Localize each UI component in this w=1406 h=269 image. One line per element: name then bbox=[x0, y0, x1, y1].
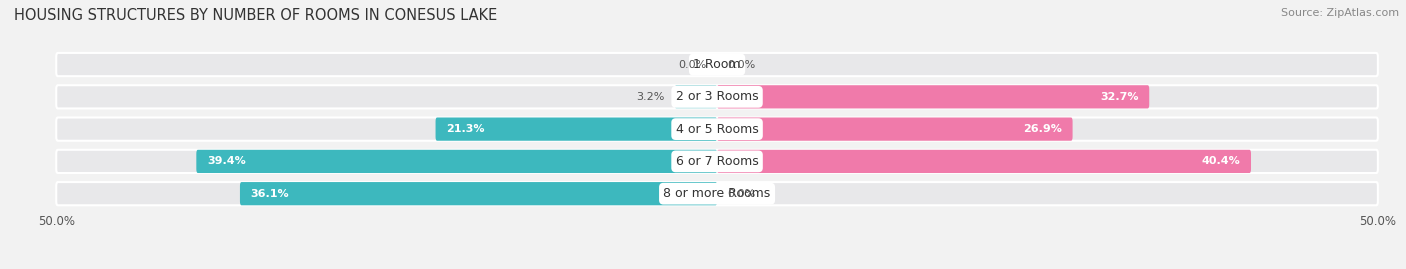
FancyBboxPatch shape bbox=[56, 118, 1378, 141]
Text: 21.3%: 21.3% bbox=[446, 124, 485, 134]
Text: 3.2%: 3.2% bbox=[636, 92, 664, 102]
Text: 6 or 7 Rooms: 6 or 7 Rooms bbox=[676, 155, 758, 168]
FancyBboxPatch shape bbox=[675, 85, 717, 108]
Text: 36.1%: 36.1% bbox=[250, 189, 290, 199]
FancyBboxPatch shape bbox=[56, 53, 1378, 76]
Text: 26.9%: 26.9% bbox=[1024, 124, 1062, 134]
Text: 2 or 3 Rooms: 2 or 3 Rooms bbox=[676, 90, 758, 103]
FancyBboxPatch shape bbox=[717, 150, 1251, 173]
FancyBboxPatch shape bbox=[56, 85, 1378, 108]
Text: 8 or more Rooms: 8 or more Rooms bbox=[664, 187, 770, 200]
FancyBboxPatch shape bbox=[717, 85, 1149, 108]
Text: Source: ZipAtlas.com: Source: ZipAtlas.com bbox=[1281, 8, 1399, 18]
Text: HOUSING STRUCTURES BY NUMBER OF ROOMS IN CONESUS LAKE: HOUSING STRUCTURES BY NUMBER OF ROOMS IN… bbox=[14, 8, 498, 23]
FancyBboxPatch shape bbox=[240, 182, 717, 205]
FancyBboxPatch shape bbox=[436, 118, 717, 141]
FancyBboxPatch shape bbox=[197, 150, 717, 173]
FancyBboxPatch shape bbox=[56, 150, 1378, 173]
Text: 0.0%: 0.0% bbox=[728, 59, 756, 70]
Text: 32.7%: 32.7% bbox=[1099, 92, 1139, 102]
Text: 1 Room: 1 Room bbox=[693, 58, 741, 71]
FancyBboxPatch shape bbox=[717, 118, 1073, 141]
FancyBboxPatch shape bbox=[56, 182, 1378, 205]
Text: 40.4%: 40.4% bbox=[1202, 156, 1240, 167]
Text: 0.0%: 0.0% bbox=[728, 189, 756, 199]
Text: 0.0%: 0.0% bbox=[678, 59, 706, 70]
Text: 4 or 5 Rooms: 4 or 5 Rooms bbox=[676, 123, 758, 136]
Text: 39.4%: 39.4% bbox=[207, 156, 246, 167]
